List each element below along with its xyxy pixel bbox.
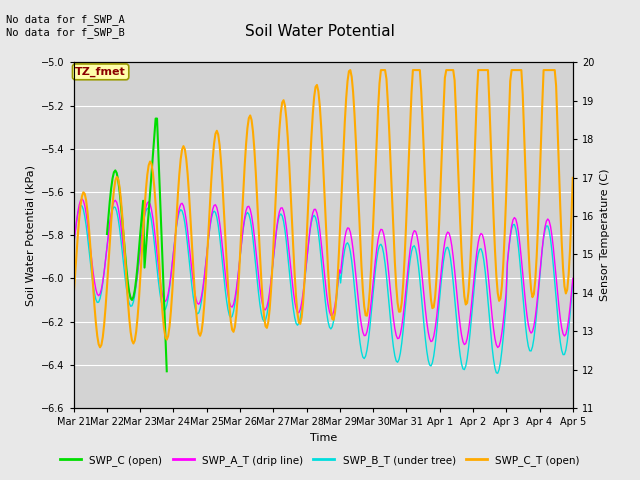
Text: No data for f_SWP_A
No data for f_SWP_B: No data for f_SWP_A No data for f_SWP_B: [6, 14, 125, 38]
Text: TZ_fmet: TZ_fmet: [76, 67, 126, 77]
Text: Soil Water Potential: Soil Water Potential: [245, 24, 395, 39]
Y-axis label: Soil Water Potential (kPa): Soil Water Potential (kPa): [26, 165, 35, 306]
Y-axis label: Sensor Temperature (C): Sensor Temperature (C): [600, 169, 610, 301]
Legend: SWP_C (open), SWP_A_T (drip line), SWP_B_T (under tree), SWP_C_T (open): SWP_C (open), SWP_A_T (drip line), SWP_B…: [56, 451, 584, 470]
X-axis label: Time: Time: [310, 432, 337, 443]
